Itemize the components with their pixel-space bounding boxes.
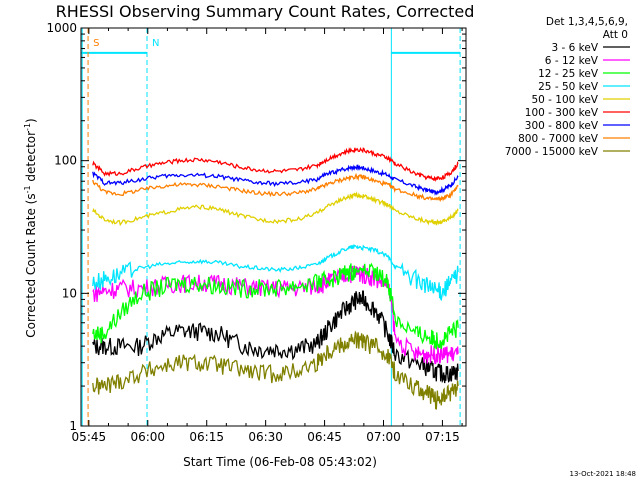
legend-label-8: 7000 - 15000 keV (505, 146, 599, 158)
x-tick-label-3: 06:30 (248, 430, 283, 444)
ticks-layer (81, 27, 466, 427)
x-tick-label-4: 06:45 (307, 430, 342, 444)
series-line-7 (92, 172, 459, 202)
legend-label-4: 50 - 100 keV (531, 94, 598, 106)
y-tick-label-0: 1 (69, 419, 77, 433)
legend-label-0: 3 - 6 keV (551, 42, 598, 54)
series-line-8 (92, 330, 459, 410)
series-line-3 (92, 243, 459, 302)
series-line-0 (92, 290, 459, 384)
chart-title: RHESSI Observing Summary Count Rates, Co… (56, 2, 475, 21)
x-tick-label-0: 05:45 (72, 430, 107, 444)
y-tick-label-3: 1000 (46, 21, 77, 35)
series-layer (92, 147, 459, 410)
x-tick-label-6: 07:15 (425, 430, 460, 444)
x-tick-label-2: 06:15 (189, 430, 224, 444)
marker-s: S (93, 38, 99, 49)
legend-label-2: 12 - 25 keV (538, 68, 599, 80)
legend-header-attenuator: Att 0 (603, 29, 628, 41)
legend-label-5: 100 - 300 keV (525, 107, 599, 119)
x-tick-label-1: 06:00 (130, 430, 165, 444)
series-line-6 (92, 164, 459, 197)
legend-label-3: 25 - 50 keV (538, 81, 599, 93)
x-tick-label-5: 07:00 (366, 430, 401, 444)
y-tick-label-1: 10 (62, 286, 77, 300)
x-tick-labels: 05:45 06:00 06:15 06:30 06:45 07:00 07:15 (72, 430, 460, 444)
legend-header-detectors: Det 1,3,4,5,6,9, (546, 16, 628, 28)
series-line-4 (92, 191, 459, 227)
series-line-2 (92, 262, 459, 350)
marker-n: N (152, 38, 159, 49)
y-tick-label-2: 100 (54, 154, 77, 168)
x-axis-label: Start Time (06-Feb-08 05:43:02) (183, 455, 377, 469)
legend-label-1: 6 - 12 keV (545, 55, 599, 67)
legend-label-7: 800 - 7000 keV (518, 133, 599, 145)
y-axis-label: Corrected Count Rate (s-1 detector-1) (23, 118, 38, 337)
series-line-5 (92, 147, 459, 182)
y-tick-labels: 1 10 100 1000 (46, 21, 77, 433)
legend-label-6: 300 - 800 keV (525, 120, 599, 132)
plot-frame (80, 27, 467, 427)
generation-timestamp: 13-Oct-2021 18:48 (570, 470, 636, 478)
